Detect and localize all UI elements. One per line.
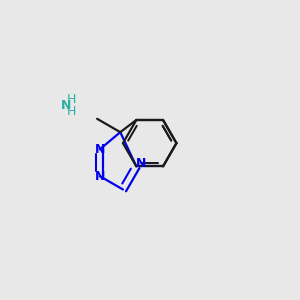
Text: N: N: [136, 158, 146, 170]
Text: H: H: [66, 93, 76, 106]
Text: N: N: [61, 99, 72, 112]
Text: N: N: [94, 143, 105, 156]
Text: H: H: [66, 105, 76, 118]
Text: N: N: [94, 169, 105, 183]
